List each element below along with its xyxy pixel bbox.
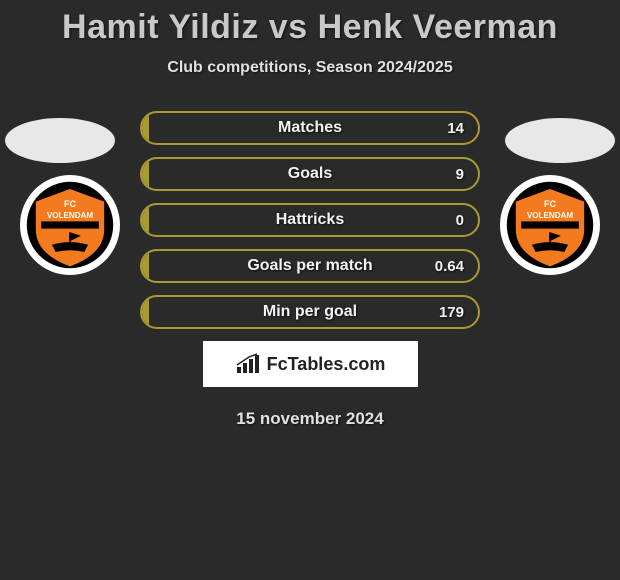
page-subtitle: Club competitions, Season 2024/2025 bbox=[0, 59, 620, 77]
player-disc-right bbox=[505, 118, 615, 163]
svg-text:VOLENDAM: VOLENDAM bbox=[47, 211, 93, 220]
player-disc-left bbox=[5, 118, 115, 163]
stats-container: Matches14 Goals9 Hattricks0 Goals per match… bbox=[140, 111, 480, 329]
volendam-shield-icon: FC VOLENDAM bbox=[25, 180, 115, 270]
club-logo-right: FC VOLENDAM bbox=[500, 175, 600, 275]
stat-row: Matches14 bbox=[140, 111, 480, 145]
chart-icon bbox=[235, 353, 261, 375]
date-label: 15 november 2024 bbox=[0, 409, 620, 429]
page-title: Hamit Yildiz vs Henk Veerman bbox=[0, 0, 620, 47]
svg-text:FC: FC bbox=[544, 199, 556, 209]
stat-label: Hattricks bbox=[142, 211, 478, 229]
stat-label: Goals bbox=[142, 165, 478, 183]
brand-box[interactable]: FcTables.com bbox=[203, 341, 418, 387]
stat-label: Min per goal bbox=[142, 303, 478, 321]
stat-value: 14 bbox=[447, 120, 464, 137]
stat-value: 0 bbox=[456, 212, 464, 229]
svg-text:VOLENDAM: VOLENDAM bbox=[527, 211, 573, 220]
stat-value: 9 bbox=[456, 166, 464, 183]
svg-text:FC: FC bbox=[64, 199, 76, 209]
stat-value: 179 bbox=[439, 304, 464, 321]
stat-label: Goals per match bbox=[142, 257, 478, 275]
club-logo-left: FC VOLENDAM bbox=[20, 175, 120, 275]
stat-row: Hattricks0 bbox=[140, 203, 480, 237]
stat-label: Matches bbox=[142, 119, 478, 137]
stat-row: Goals per match0.64 bbox=[140, 249, 480, 283]
brand-text: FcTables.com bbox=[267, 354, 386, 375]
stat-row: Min per goal179 bbox=[140, 295, 480, 329]
stat-value: 0.64 bbox=[435, 258, 464, 275]
volendam-shield-icon: FC VOLENDAM bbox=[505, 180, 595, 270]
stat-row: Goals9 bbox=[140, 157, 480, 191]
